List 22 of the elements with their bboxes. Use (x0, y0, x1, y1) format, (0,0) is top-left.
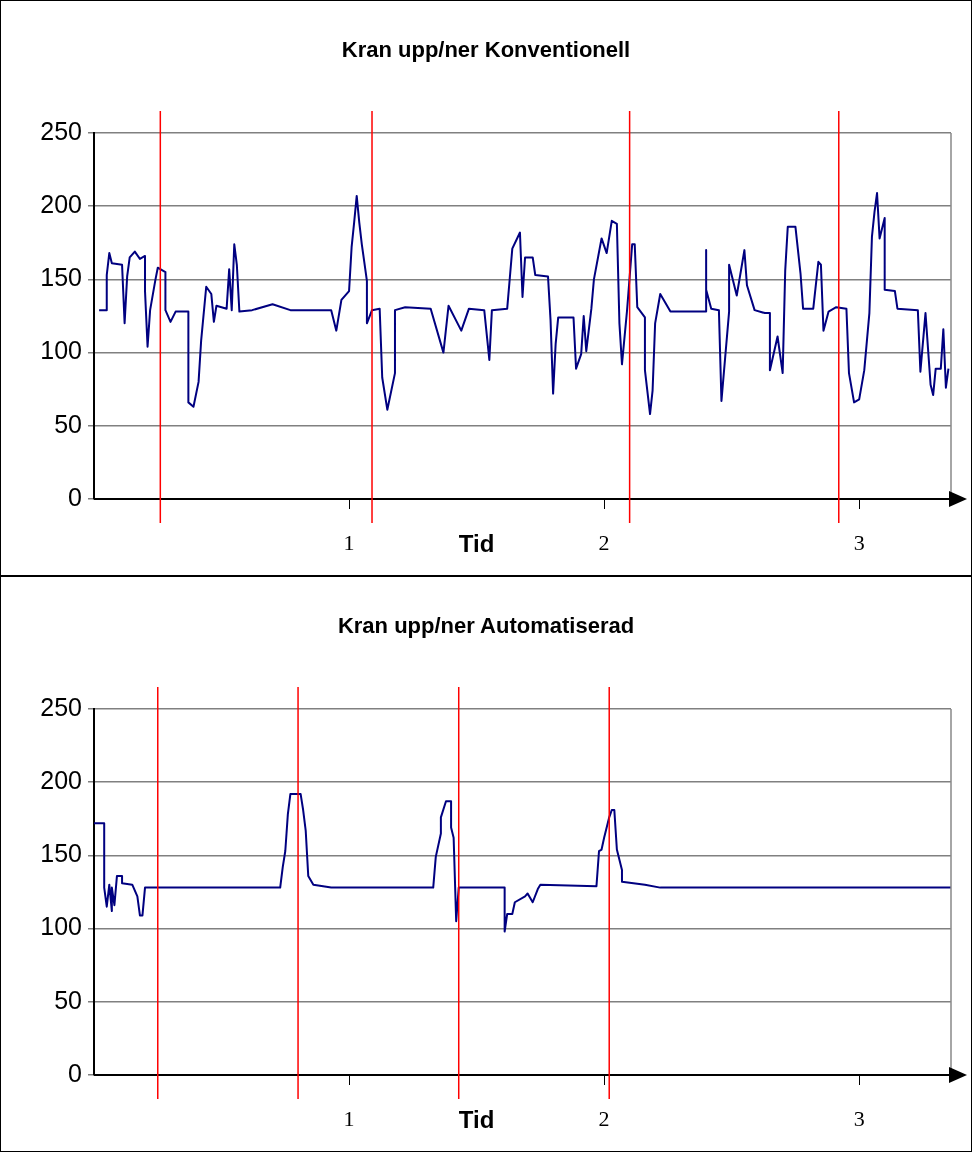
y-tick-label: 100 (40, 336, 82, 365)
x-tick-label: 1 (343, 1105, 355, 1131)
x-axis-title: Tid (458, 529, 495, 557)
y-tick-label: 100 (40, 912, 82, 941)
y-tick-label: 250 (40, 116, 82, 145)
x-tick-label: 1 (343, 529, 355, 555)
y-tick-label: 0 (68, 1058, 82, 1087)
y-tick-label: 250 (40, 692, 82, 721)
y-tick-label: 150 (40, 263, 82, 292)
x-tick-label: 2 (598, 529, 610, 555)
y-tick-label: 200 (40, 766, 82, 795)
y-tick-label: 50 (54, 985, 82, 1014)
chart-title: Kran upp/ner Automatiserad (337, 613, 635, 639)
y-tick-label: 50 (54, 409, 82, 438)
y-tick-label: 0 (68, 482, 82, 511)
x-tick-label: 3 (853, 1105, 865, 1131)
x-axis-title: Tid (458, 1105, 495, 1133)
x-tick-label: 3 (853, 529, 865, 555)
chart-title: Kran upp/ner Konventionell (341, 37, 631, 63)
y-tick-label: 150 (40, 839, 82, 868)
x-tick-label: 2 (598, 1105, 610, 1131)
y-tick-label: 200 (40, 190, 82, 219)
